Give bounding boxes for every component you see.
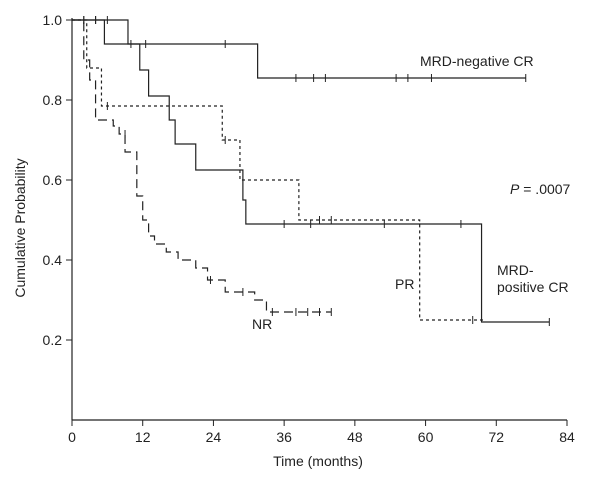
p-value-prefix: P [510, 181, 520, 197]
series-layer [72, 16, 550, 326]
x-tick-label: 24 [206, 429, 222, 445]
series-label-line: PR [395, 276, 414, 292]
series-label-line: MRD- [497, 262, 534, 278]
y-tick-label: 0.8 [43, 92, 63, 108]
y-tick-label: 1.0 [43, 12, 63, 28]
x-tick-label: 12 [135, 429, 151, 445]
x-tick-label: 36 [276, 429, 292, 445]
x-tick-label: 0 [68, 429, 76, 445]
series-label-nr: NR [252, 316, 272, 332]
x-axis: 0 12 24 36 48 60 72 84 [68, 419, 575, 445]
series-line-mrd-positive-cr [72, 19, 550, 323]
series-label-mrd-negative-cr: MRD-negative CR [420, 53, 534, 69]
p-value-text: = .0007 [519, 181, 570, 197]
series-label-mrd-positive-cr: MRD-positive CR [497, 262, 569, 295]
x-tick-label: 60 [418, 429, 434, 445]
series-line-nr [72, 19, 332, 313]
y-tick-label: 0.6 [43, 172, 63, 188]
x-tick-label: 48 [347, 429, 363, 445]
series-label-line: NR [252, 316, 272, 332]
series-nr [72, 16, 332, 316]
x-tick-label: 84 [559, 429, 575, 445]
series-mrd-positive-cr [72, 16, 550, 326]
y-axis-title: Cumulative Probability [12, 158, 28, 297]
series-label-pr: PR [395, 276, 414, 292]
x-axis-title: Time (months) [273, 453, 363, 469]
series-label-line: positive CR [497, 279, 569, 295]
x-tick-label: 72 [488, 429, 504, 445]
labels-layer: MRD-negative CR MRD-positive CR PR NR [252, 53, 569, 332]
y-tick-label: 0.2 [43, 332, 63, 348]
y-axis: 0.2 0.4 0.6 0.8 1.0 [43, 12, 73, 420]
y-tick-label: 0.4 [43, 252, 63, 268]
series-label-line: MRD-negative CR [420, 53, 534, 69]
p-value-annotation: P = .0007 [510, 181, 571, 197]
